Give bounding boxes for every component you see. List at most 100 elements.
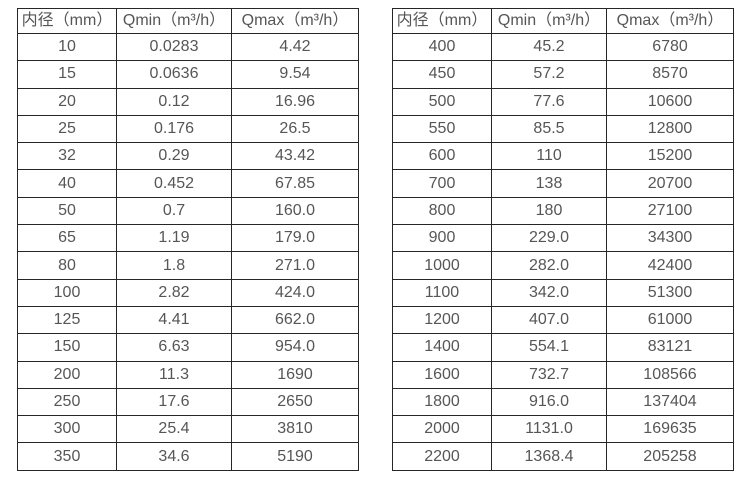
table-cell: 900 [392,224,492,253]
table-cell: 17.6 [116,387,232,417]
table-cell: 550 [392,114,492,144]
table-cell: 1400 [392,333,492,362]
column-header: Qmin（m³/h） [116,8,232,34]
table-cell: 77.6 [491,87,607,116]
column-header: Qmax（m³/h） [231,8,359,34]
table-cell: 0.12 [116,87,232,116]
table-row: 450 57.2 8570 [392,60,734,89]
table-row: 250 17.6 2650 [17,387,359,417]
table-cell: 1368.4 [491,442,607,471]
table-row: 400 45.2 6780 [392,32,734,62]
table-cell: 1800 [392,387,492,417]
table-cell: 424.0 [231,278,359,307]
table-cell: 350 [17,442,117,471]
table-cell: 108566 [606,360,734,389]
table-cell: 150 [17,333,117,362]
table-cell: 2650 [231,387,359,417]
table-cell: 700 [392,169,492,198]
table-cell: 6.63 [116,333,232,362]
table-cell: 80 [17,251,117,280]
table-cell: 85.5 [491,114,607,144]
table-cell: 180 [491,196,607,226]
table-cell: 169635 [606,415,734,444]
table-cell: 67.85 [231,169,359,198]
table-row: 100 2.82 424.0 [17,278,359,307]
table-row: 1200 407.0 61000 [392,305,734,335]
table-row: 1100 342.0 51300 [392,278,734,307]
table-cell: 732.7 [491,360,607,389]
table-cell: 4.42 [231,32,359,62]
table-cell: 2.82 [116,278,232,307]
table-row: 2000 1131.0 169635 [392,415,734,444]
column-header: Qmin（m³/h） [491,8,607,34]
table-cell: 110 [491,142,607,171]
header-row: 内径（mm） Qmin（m³/h） Qmax（m³/h） [392,8,734,34]
table-cell: 100 [17,278,117,307]
table-cell: 12800 [606,114,734,144]
table-cell: 450 [392,60,492,89]
table-cell: 40 [17,169,117,198]
table-row: 50 0.7 160.0 [17,196,359,226]
table-cell: 43.42 [231,142,359,171]
table-cell: 400 [392,32,492,62]
table-row: 1800 916.0 137404 [392,387,734,417]
table-cell: 250 [17,387,117,417]
table-cell: 600 [392,142,492,171]
table-cell: 20700 [606,169,734,198]
table-cell: 51300 [606,278,734,307]
table-cell: 954.0 [231,333,359,362]
table-cell: 45.2 [491,32,607,62]
table-row: 1000 282.0 42400 [392,251,734,280]
table-cell: 25 [17,114,117,144]
flow-table-large-diameter: 内径（mm） Qmin（m³/h） Qmax（m³/h） 400 45.2 6780 45… [392,8,734,471]
table-cell: 0.7 [116,196,232,226]
table-row: 65 1.19 179.0 [17,224,359,253]
table-cell: 3810 [231,415,359,444]
table-row: 2200 1368.4 205258 [392,442,734,471]
table-cell: 10600 [606,87,734,116]
header-row: 内径（mm） Qmin（m³/h） Qmax（m³/h） [17,8,359,34]
column-header: Qmax（m³/h） [606,8,734,34]
table-cell: 8570 [606,60,734,89]
table-cell: 407.0 [491,305,607,335]
table-cell: 554.1 [491,333,607,362]
table-cell: 83121 [606,333,734,362]
table-cell: 20 [17,87,117,116]
table-cell: 4.41 [116,305,232,335]
table-cell: 200 [17,360,117,389]
table-row: 150 6.63 954.0 [17,333,359,362]
table-cell: 1690 [231,360,359,389]
table-cell: 1.8 [116,251,232,280]
table-cell: 2000 [392,415,492,444]
table-cell: 160.0 [231,196,359,226]
table-cell: 34300 [606,224,734,253]
table-row: 32 0.29 43.42 [17,142,359,171]
table-row: 20 0.12 16.96 [17,87,359,116]
table-cell: 5190 [231,442,359,471]
table-row: 500 77.6 10600 [392,87,734,116]
table-cell: 137404 [606,387,734,417]
table-cell: 271.0 [231,251,359,280]
table-row: 300 25.4 3810 [17,415,359,444]
table-row: 700 138 20700 [392,169,734,198]
column-header: 内径（mm） [392,8,492,34]
table-cell: 15200 [606,142,734,171]
table-cell: 662.0 [231,305,359,335]
table-cell: 26.5 [231,114,359,144]
table-cell: 282.0 [491,251,607,280]
table-row: 40 0.452 67.85 [17,169,359,198]
table-cell: 15 [17,60,117,89]
table-cell: 125 [17,305,117,335]
table-row: 800 180 27100 [392,196,734,226]
table-cell: 34.6 [116,442,232,471]
table-cell: 916.0 [491,387,607,417]
table-cell: 0.0636 [116,60,232,89]
table-cell: 65 [17,224,117,253]
table-cell: 1.19 [116,224,232,253]
table-row: 350 34.6 5190 [17,442,359,471]
table-cell: 205258 [606,442,734,471]
table-cell: 9.54 [231,60,359,89]
table-row: 900 229.0 34300 [392,224,734,253]
table-row: 10 0.0283 4.42 [17,32,359,62]
